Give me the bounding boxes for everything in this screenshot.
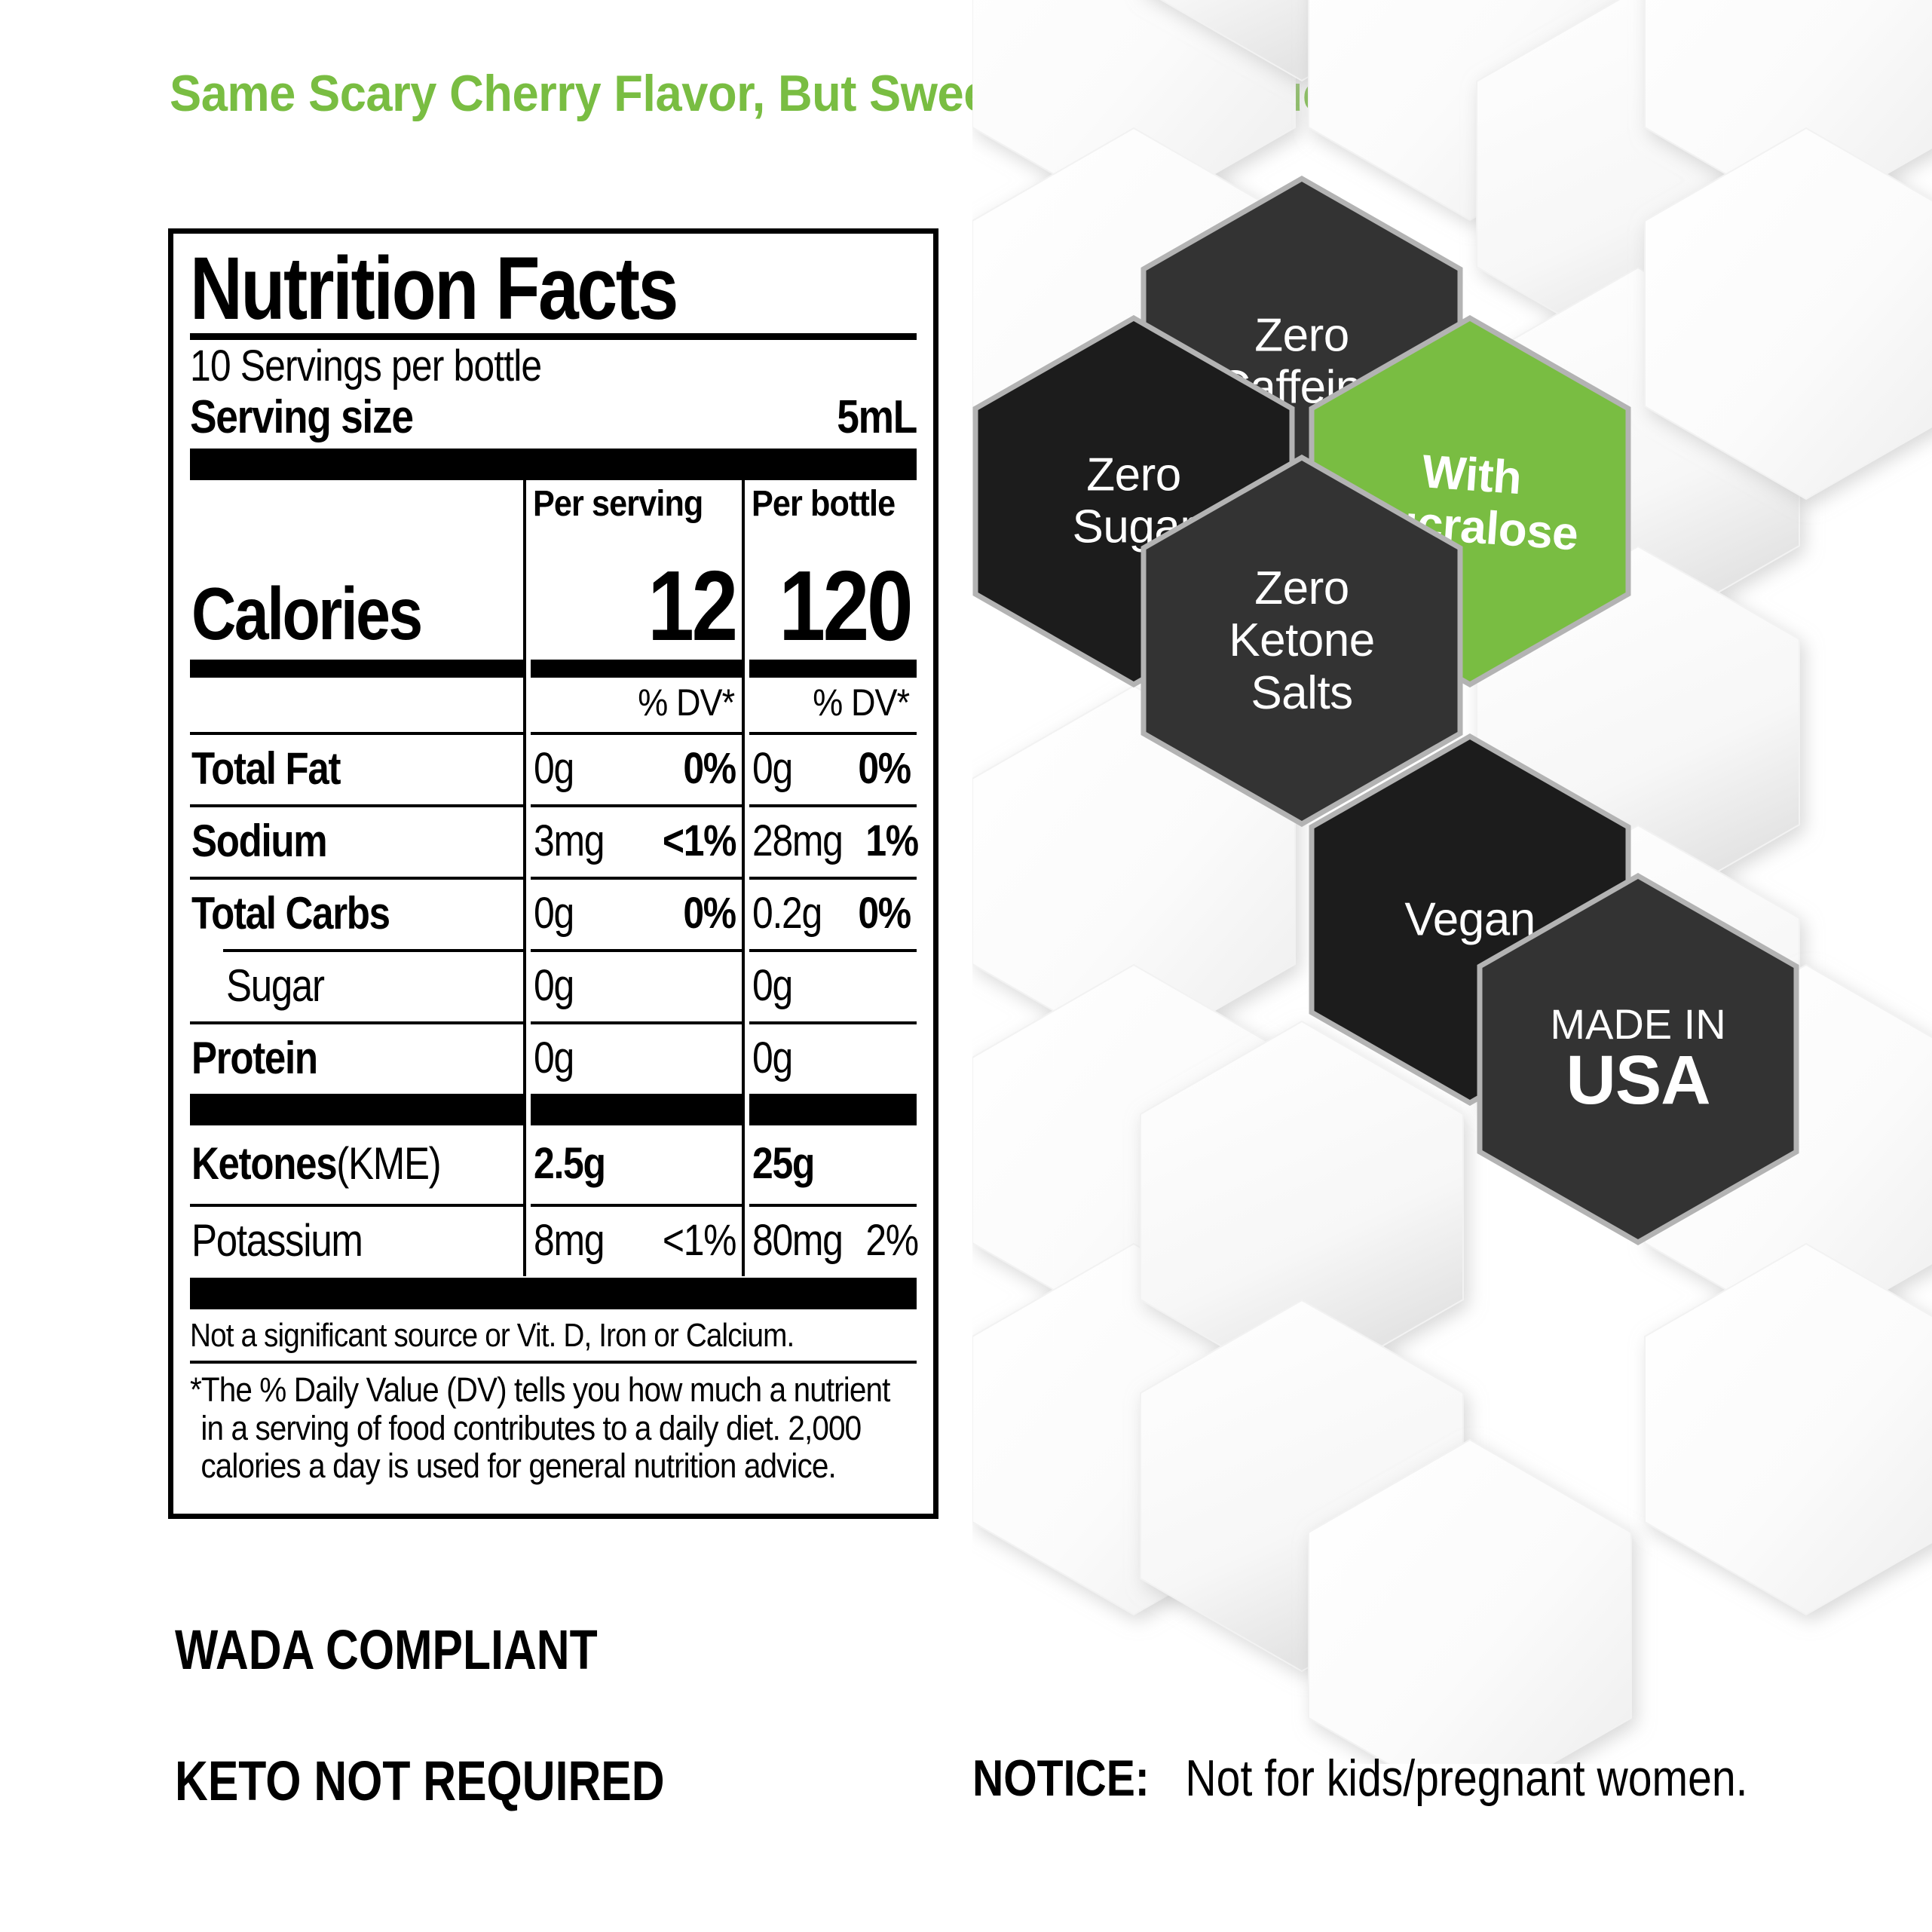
- notice-text: NOTICE: Not for kids/pregnant women.: [972, 1749, 1748, 1808]
- nutrient-amount: 28mg: [752, 816, 844, 866]
- badge-label: Vegan: [1404, 893, 1535, 946]
- footnote-line: in a serving of food contributes to a da…: [201, 1408, 862, 1447]
- nutrient-amount: 0g: [534, 889, 574, 938]
- column-header-per-bottle: Per bottle: [752, 484, 896, 525]
- nutrient-dv: 0%: [858, 744, 911, 794]
- footnote-line: calories a day is used for general nutri…: [201, 1447, 836, 1486]
- nutrient-amount: 80mg: [752, 1216, 844, 1266]
- nutrient-name: Total Fat: [191, 743, 341, 795]
- nutrient-amount: 0.2g: [752, 889, 822, 938]
- nutrient-name-suffix: (KME): [336, 1138, 441, 1190]
- nutrient-dv: 1%: [865, 816, 919, 866]
- row-divider: [190, 1204, 917, 1208]
- badge-label: MADE IN USA: [1550, 1000, 1726, 1119]
- nutrient-name: Sodium: [191, 816, 328, 867]
- hexagon-shape-icon: [1141, 454, 1463, 828]
- table-row: Sugar 0g 0g: [190, 952, 917, 1022]
- calories-row: Calories 12 120: [190, 530, 917, 662]
- nutrition-facts-title: Nutrition Facts: [190, 239, 678, 338]
- divider-above-nutrients: [190, 732, 917, 736]
- footnote-daily-value: *The % Daily Value (DV) tells you how mu…: [190, 1364, 890, 1486]
- nutrient-dv: 0%: [683, 889, 736, 938]
- nutrient-amount: 25g: [752, 1139, 815, 1189]
- row-divider: [190, 804, 917, 808]
- row-divider: [190, 1021, 917, 1025]
- nutrient-name: Potassium: [191, 1215, 363, 1266]
- nutrient-amount: 0g: [534, 961, 574, 1011]
- badge-label: Zero Ketone Salts: [1229, 562, 1375, 719]
- serving-size-value: 5mL: [837, 391, 917, 444]
- nutrient-amount: 0g: [534, 1033, 574, 1083]
- nutrient-amount: 3mg: [534, 816, 605, 866]
- nutrition-table: Per serving Per bottle Calories 12 120 %…: [190, 480, 919, 1277]
- notice-body: Not for kids/pregnant women.: [1185, 1750, 1748, 1807]
- divider-above-dv-footnote: [190, 1361, 917, 1364]
- nutrient-dv: 0%: [858, 889, 911, 938]
- column-header-per-serving: Per serving: [533, 484, 703, 525]
- claim-keto-not-required: KETO NOT REQUIRED: [175, 1750, 665, 1812]
- nutrient-amount: 0g: [534, 744, 574, 794]
- divider-thick-top: [190, 449, 917, 481]
- nutrient-amount: 0g: [752, 1033, 793, 1083]
- hexagon-shape-icon: [1477, 872, 1799, 1246]
- table-row: Ketones(KME) 2.5g 25g: [190, 1125, 917, 1205]
- nutrient-amount: 2.5g: [534, 1139, 606, 1189]
- nutrient-name: Sugar: [226, 960, 325, 1012]
- table-row: Protein 0g 0g: [190, 1024, 917, 1095]
- nutrient-name: Total Carbs: [191, 888, 390, 939]
- nutrient-dv: 2%: [865, 1216, 919, 1266]
- nutrient-dv: 0%: [683, 744, 736, 794]
- dv-header-per-bottle: % DV*: [812, 681, 910, 724]
- table-row: Total Fat 0g 0% 0g 0%: [190, 735, 917, 805]
- divider-under-calories: [190, 660, 917, 678]
- badge-zero-ketone-salts[interactable]: Zero Ketone Salts: [1141, 454, 1463, 828]
- calories-label: Calories: [191, 572, 423, 656]
- nutrient-dv: <1%: [662, 1216, 737, 1266]
- claim-wada-compliant: WADA COMPLIANT: [175, 1618, 598, 1681]
- row-divider-indented: [190, 949, 917, 953]
- nutrient-name: Protein: [191, 1033, 318, 1084]
- calories-per-bottle-value: 120: [779, 550, 913, 662]
- nutrient-dv: <1%: [662, 816, 737, 866]
- table-row: Sodium 3mg <1% 28mg 1%: [190, 807, 919, 877]
- divider-under-title: [190, 333, 917, 340]
- nutrition-facts-panel: Nutrition Facts 10 Servings per bottle S…: [168, 228, 938, 1519]
- notice-label: NOTICE:: [972, 1750, 1150, 1807]
- calories-per-serving-value: 12: [648, 550, 738, 662]
- divider-thick-mid: [190, 1094, 917, 1126]
- table-header-row: Per serving Per bottle: [190, 480, 917, 531]
- nutrient-amount: 8mg: [534, 1216, 605, 1266]
- divider-thick-bottom: [190, 1278, 917, 1310]
- serving-size-label: Serving size: [190, 391, 414, 444]
- footnote-not-significant-source: Not a significant source or Vit. D, Iron…: [190, 1317, 795, 1355]
- nutrient-amount: 0g: [752, 961, 793, 1011]
- table-row: Total Carbs 0g 0% 0.2g 0%: [190, 880, 917, 950]
- dv-header-per-serving: % DV*: [637, 681, 735, 724]
- nutrient-name: Ketones(KME): [191, 1138, 442, 1190]
- badge-made-in-usa[interactable]: MADE IN USA: [1477, 872, 1799, 1246]
- serving-size-row: Serving size 5mL: [190, 389, 917, 449]
- row-divider: [190, 877, 917, 880]
- feature-badge-grid: Zero Caffeine Zero Sugar With Sucralose Zer…: [972, 0, 1932, 1764]
- footnote-line: *The % Daily Value (DV) tells you how mu…: [190, 1370, 890, 1410]
- dv-header-row: % DV* % DV*: [190, 678, 917, 733]
- servings-per-container: 10 Servings per bottle: [190, 341, 542, 390]
- nutrient-amount: 0g: [752, 744, 793, 794]
- table-row: Potassium 8mg <1% 80mg 2%: [190, 1207, 919, 1277]
